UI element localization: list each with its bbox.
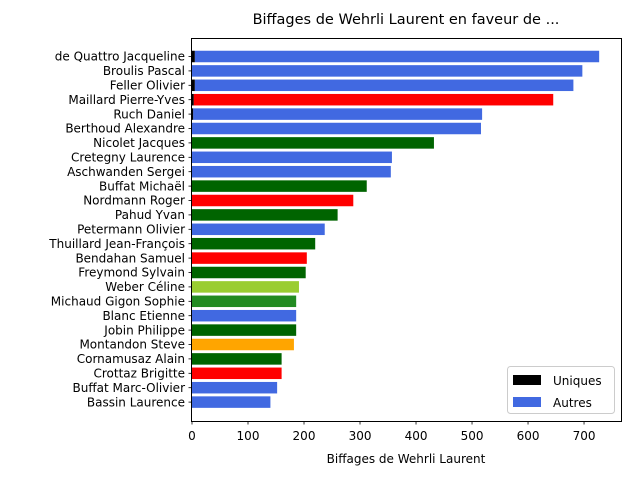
bar-weber-celine	[192, 281, 299, 293]
legend-swatch-autres	[513, 397, 541, 407]
bar-nordmann-roger	[192, 194, 354, 207]
y-tick-label: Broulis Pascal	[103, 64, 185, 78]
bar-jobin-philippe	[192, 324, 297, 336]
bar-montandon-steve	[192, 338, 294, 351]
bar-cornamusaz-alain	[192, 353, 282, 365]
y-tick-label: Cornamusaz Alain	[77, 352, 185, 366]
legend-swatch-uniques	[513, 375, 541, 385]
y-tick-label: Aschwanden Sergei	[67, 165, 185, 179]
x-tick-label: 200	[293, 429, 316, 443]
legend-label-uniques: Uniques	[553, 374, 602, 388]
bar-michaud-gigon-sophie	[192, 295, 297, 308]
x-tick-label: 700	[573, 429, 596, 443]
y-tick-label: de Quattro Jacqueline	[55, 50, 185, 64]
legend: Uniques Autres	[507, 366, 615, 414]
bar-aschwanden-sergei	[192, 165, 391, 178]
y-tick-label: Cretegny Laurence	[71, 151, 185, 165]
bar-bendahan-samuel	[192, 252, 307, 264]
bar-buffat-michael	[192, 180, 367, 192]
y-tick-label: Michaud Gigon Sophie	[51, 295, 185, 309]
x-tick-label: 100	[237, 429, 260, 443]
x-tick-label: 0	[188, 429, 196, 443]
y-tick-label: Berthoud Alexandre	[65, 122, 185, 136]
bar-bassin-laurence	[192, 396, 271, 408]
bar-uniques-de-quattro-jacqueline	[192, 50, 195, 63]
y-tick-label: Maillard Pierre-Yves	[68, 93, 185, 107]
bar-ruch-daniel	[193, 108, 483, 120]
legend-label-autres: Autres	[553, 396, 592, 410]
bars-group	[192, 50, 600, 408]
x-tick-label: 300	[349, 429, 372, 443]
bar-thuillard-jean-francois	[192, 237, 316, 250]
bar-freymond-sylvain	[192, 266, 306, 279]
chart-title: Biffages de Wehrli Laurent en faveur de …	[253, 12, 560, 28]
bar-broulis-pascal	[192, 65, 583, 77]
y-tick-label: Nordmann Roger	[83, 194, 185, 208]
bar-uniques-maillard-pierre-yves	[192, 93, 194, 106]
bar-cretegny-laurence	[192, 151, 392, 164]
x-tick-label: 500	[461, 429, 484, 443]
y-tick-label: Bendahan Samuel	[75, 251, 185, 265]
y-tick-label: Petermann Olivier	[77, 223, 185, 237]
y-tick-label: Jobin Philippe	[103, 323, 185, 337]
bar-uniques-feller-olivier	[192, 79, 195, 92]
y-tick-label: Nicolet Jacques	[93, 136, 185, 150]
y-tick-label: Feller Olivier	[110, 79, 185, 93]
y-tick-label: Weber Céline	[105, 280, 185, 294]
bar-crottaz-brigitte	[192, 367, 282, 380]
bar-feller-olivier	[194, 79, 574, 92]
x-axis-ticks: 0 100 200 300 400 500 600 700	[188, 421, 595, 443]
bar-berthoud-alexandre	[192, 122, 481, 135]
x-tick-label: 400	[405, 429, 428, 443]
plot-frame	[191, 38, 622, 422]
y-tick-label: Bassin Laurence	[87, 395, 185, 409]
y-tick-label: Crottaz Brigitte	[93, 367, 185, 381]
y-tick-label: Buffat Marc-Olivier	[73, 381, 186, 395]
bar-maillard-pierre-yves	[193, 93, 554, 106]
y-tick-label: Ruch Daniel	[113, 107, 185, 121]
y-tick-label: Montandon Steve	[79, 338, 185, 352]
bar-petermann-olivier	[192, 223, 325, 236]
bar-pahud-yvan	[192, 209, 338, 221]
x-tick-label: 600	[517, 429, 540, 443]
x-axis-label: Biffages de Wehrli Laurent	[327, 452, 486, 466]
bar-de-quattro-jacqueline	[194, 50, 600, 63]
bar-buffat-marc-olivier	[192, 381, 278, 394]
bar-blanc-etienne	[192, 309, 297, 322]
y-tick-label: Thuillard Jean-François	[48, 237, 185, 251]
y-tick-label: Blanc Etienne	[102, 309, 185, 323]
y-tick-label: Buffat Michaël	[99, 179, 185, 193]
y-tick-label: Pahud Yvan	[115, 208, 185, 222]
bar-uniques-ruch-daniel	[192, 108, 194, 120]
y-tick-label: Freymond Sylvain	[78, 266, 185, 280]
bar-nicolet-jacques	[192, 137, 434, 149]
